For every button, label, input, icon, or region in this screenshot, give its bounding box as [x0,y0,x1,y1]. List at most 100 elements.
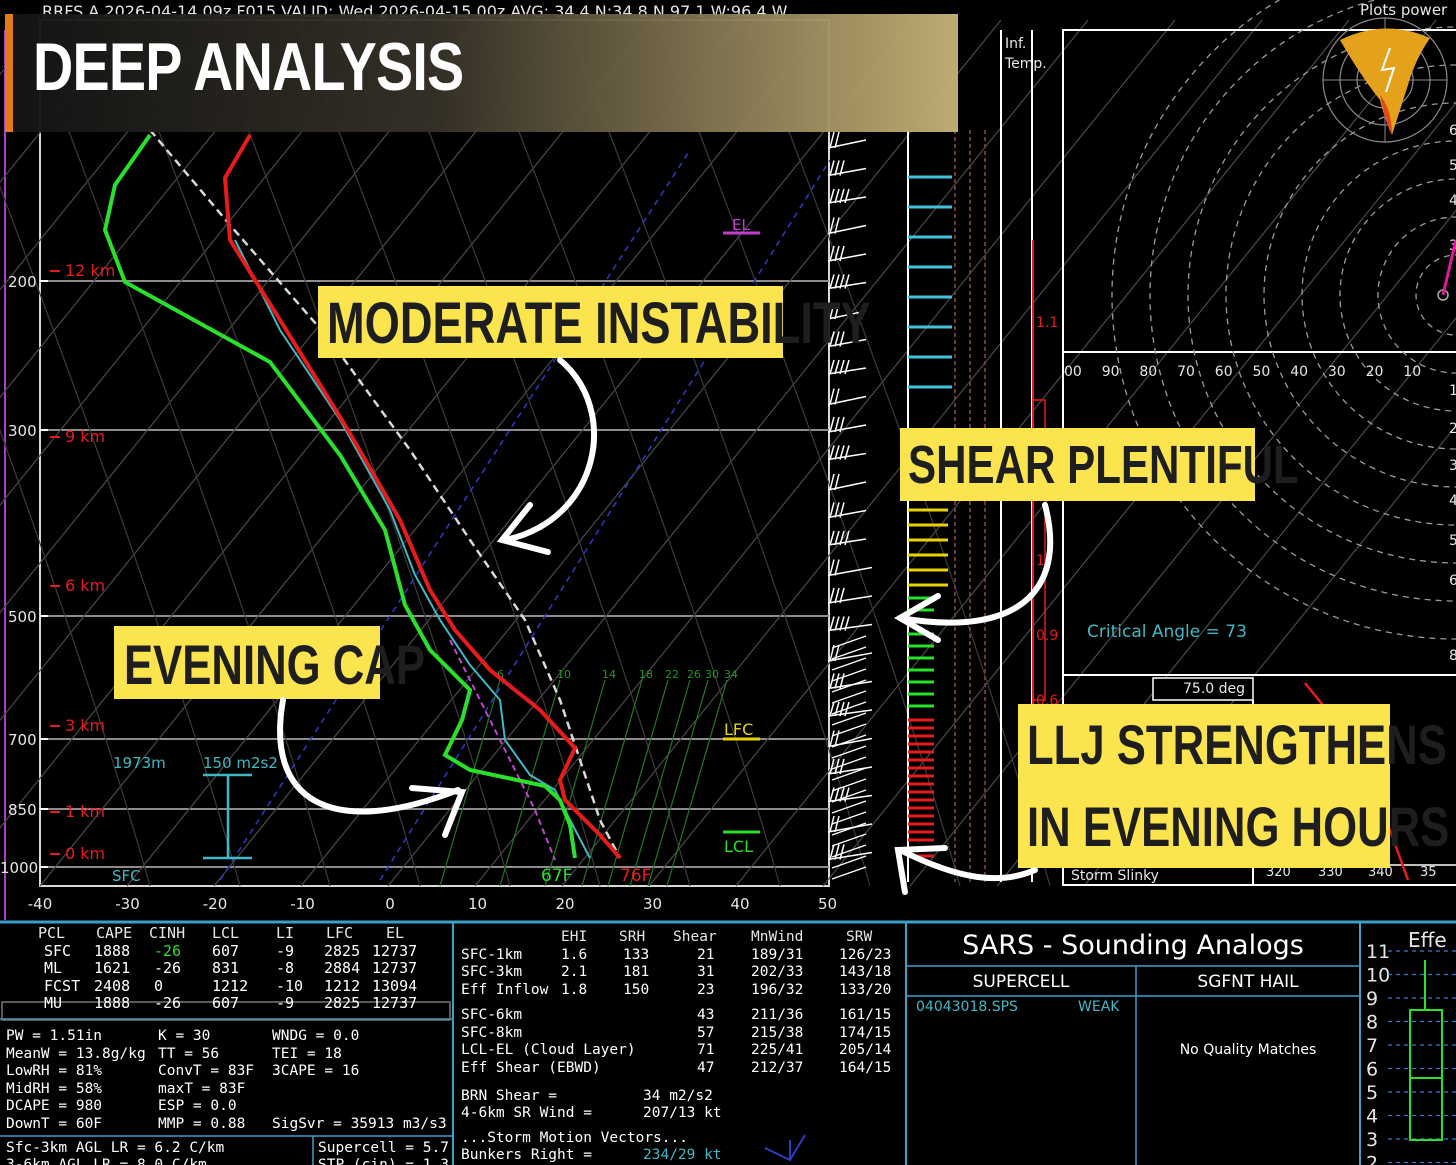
low-level-barb [831,855,867,869]
wetbulb-line [449,639,556,861]
low-level-barb [831,822,867,836]
thermo-indices: PW = 1.51in K = 30 WNDG = 0.0 MeanW = 13.8g… [6,1028,451,1133]
table-cell: -10 [276,976,304,995]
storm-motion-glyph [764,1134,806,1162]
banner-title: DEEP ANALYSIS [33,29,464,105]
table-cell: ML [44,959,63,977]
kinematic-table-header: EHI SRH Shear MnWind SRW [461,929,901,947]
effective-tick: 9 [1366,988,1378,1010]
critical-angle-tick: 30 [1328,364,1346,380]
range-ring [1301,140,1456,450]
range-ring [1415,254,1456,336]
table-cell: 161/15 [839,1007,892,1023]
wind-barb [827,217,867,235]
dry-adiabat [569,29,871,887]
table-cell: -26 [154,994,182,1012]
critical-angle-edge-number: 3 [1449,458,1456,474]
inflow-srh-label: 150 m2s2 [203,754,278,772]
parcel-table-header: PCL CAPE CINH LCL LI LFC EL [4,924,452,943]
sars-title: SARS - Sounding Analogs [962,930,1304,961]
table-cell: 13094 [372,976,418,995]
height-label: 6 km [65,576,105,595]
wind-barb-column [827,131,873,880]
temperature-line [222,133,622,860]
table-cell: 189/31 [751,946,804,963]
effective-tick: 6 [1366,1059,1378,1081]
low-level-barb [831,734,867,748]
kinematic-table-row: Eff Shear (EBWD) 47 212/37 164/15 [461,1060,901,1078]
table-cell: 1.8 [561,981,588,998]
wind-barb [827,502,867,519]
critical-angle-tick: 90 [1102,364,1120,380]
table-cell: 205/14 [839,1042,892,1058]
table-cell: 12737 [372,941,418,960]
parcel-trace-line [149,129,622,859]
critical-angle-tick: 40 [1290,364,1308,380]
critical-angle-edge-number: 4 [1449,193,1456,209]
thermo-index-row: MeanW = 13.8g/kg TT = 56 TEI = 18 [6,1046,451,1064]
sars-match-id[interactable]: 04043018.SPS [916,999,1018,1015]
table-cell: SigSvr = 35913 m3/s3 [272,1115,447,1132]
critical-angle-edge-number: 6 [1449,123,1456,139]
table-cell: PCL [38,924,66,942]
storm-motion-label: ...Storm Motion Vectors... [461,1130,688,1146]
isotherm [0,19,480,614]
table-cell: EHI [561,929,588,945]
dry-adiabat [209,29,511,887]
range-ring [1263,102,1456,488]
isotherm [0,19,219,291]
table-cell: ConvT = 83F [158,1063,255,1079]
kinematic-table-row: SFC-6km 43 211/36 161/15 [461,1007,901,1025]
table-cell: 2825 [324,941,361,960]
range-ring [1111,0,1456,640]
low-level-barb [831,690,867,704]
table-cell: LFC [326,924,354,942]
effective-tick: 3 [1366,1129,1378,1151]
dry-adiabat [0,428,151,887]
table-cell: WNDG = 0.0 [272,1028,360,1044]
wind-barb [827,245,867,262]
stp-cin: STP (cin) = 1.3 [318,1157,449,1165]
thermo-index-row: DownT = 60F MMP = 0.88 SigSvr = 35913 m3/s… [6,1116,451,1134]
freezing-isotherm [219,149,691,881]
table-cell: EL [386,924,405,942]
mixing-ratio-label: 14 [602,668,616,681]
table-cell: 2825 [324,994,361,1012]
table-cell: SFC-8km [461,1024,523,1041]
isotherm [213,19,915,887]
effective-inflow-layer [203,773,252,860]
wind-barb [827,844,873,861]
table-cell: MeanW = 13.8g/kg [6,1045,146,1062]
mixing-ratio-line [629,679,691,887]
bunkers-right-label: Bunkers Right = [461,1147,592,1163]
kinematic-table-row: LCL-EL (Cloud Layer) 71 225/41 205/14 [461,1042,901,1060]
critical-angle-label: Critical Angle = 73 [1087,622,1247,642]
isotherm [126,19,828,887]
table-cell: 212/37 [751,1059,804,1076]
table-cell: -26 [154,959,182,977]
wind-barb [827,473,867,491]
table-cell: LCL [212,924,240,942]
wind-barb [827,587,873,604]
sars-panel: SARS - Sounding Analogs SUPERCELL SGFNT … [906,922,1360,1165]
mixing-ratio-label: 10 [557,668,571,681]
table-cell: LCL-EL (Cloud Layer) [461,1042,636,1058]
temperature-tick-label: -10 [290,895,315,913]
low-level-barb [831,712,867,726]
table-cell: CINH [149,924,186,942]
svg-text:1.1: 1.1 [1036,315,1058,331]
table-cell: maxT = 83F [158,1080,246,1097]
temperature-tick-label: 20 [555,895,574,913]
table-cell: FCST [44,976,81,995]
sars-supercell-header: SUPERCELL [972,972,1070,992]
table-cell: 1888 [94,941,131,960]
isotherm [0,19,306,399]
table-cell: 174/15 [839,1024,892,1041]
mixing-ratio-line [439,679,501,887]
isobar-lines [40,280,829,868]
table-cell: 0 [154,976,164,995]
svg-text:320: 320 [1266,865,1291,880]
lapse-rate-sfc3: Sfc-3km AGL LR = 6.2 C/km [6,1140,225,1156]
low-level-barb [831,756,867,770]
